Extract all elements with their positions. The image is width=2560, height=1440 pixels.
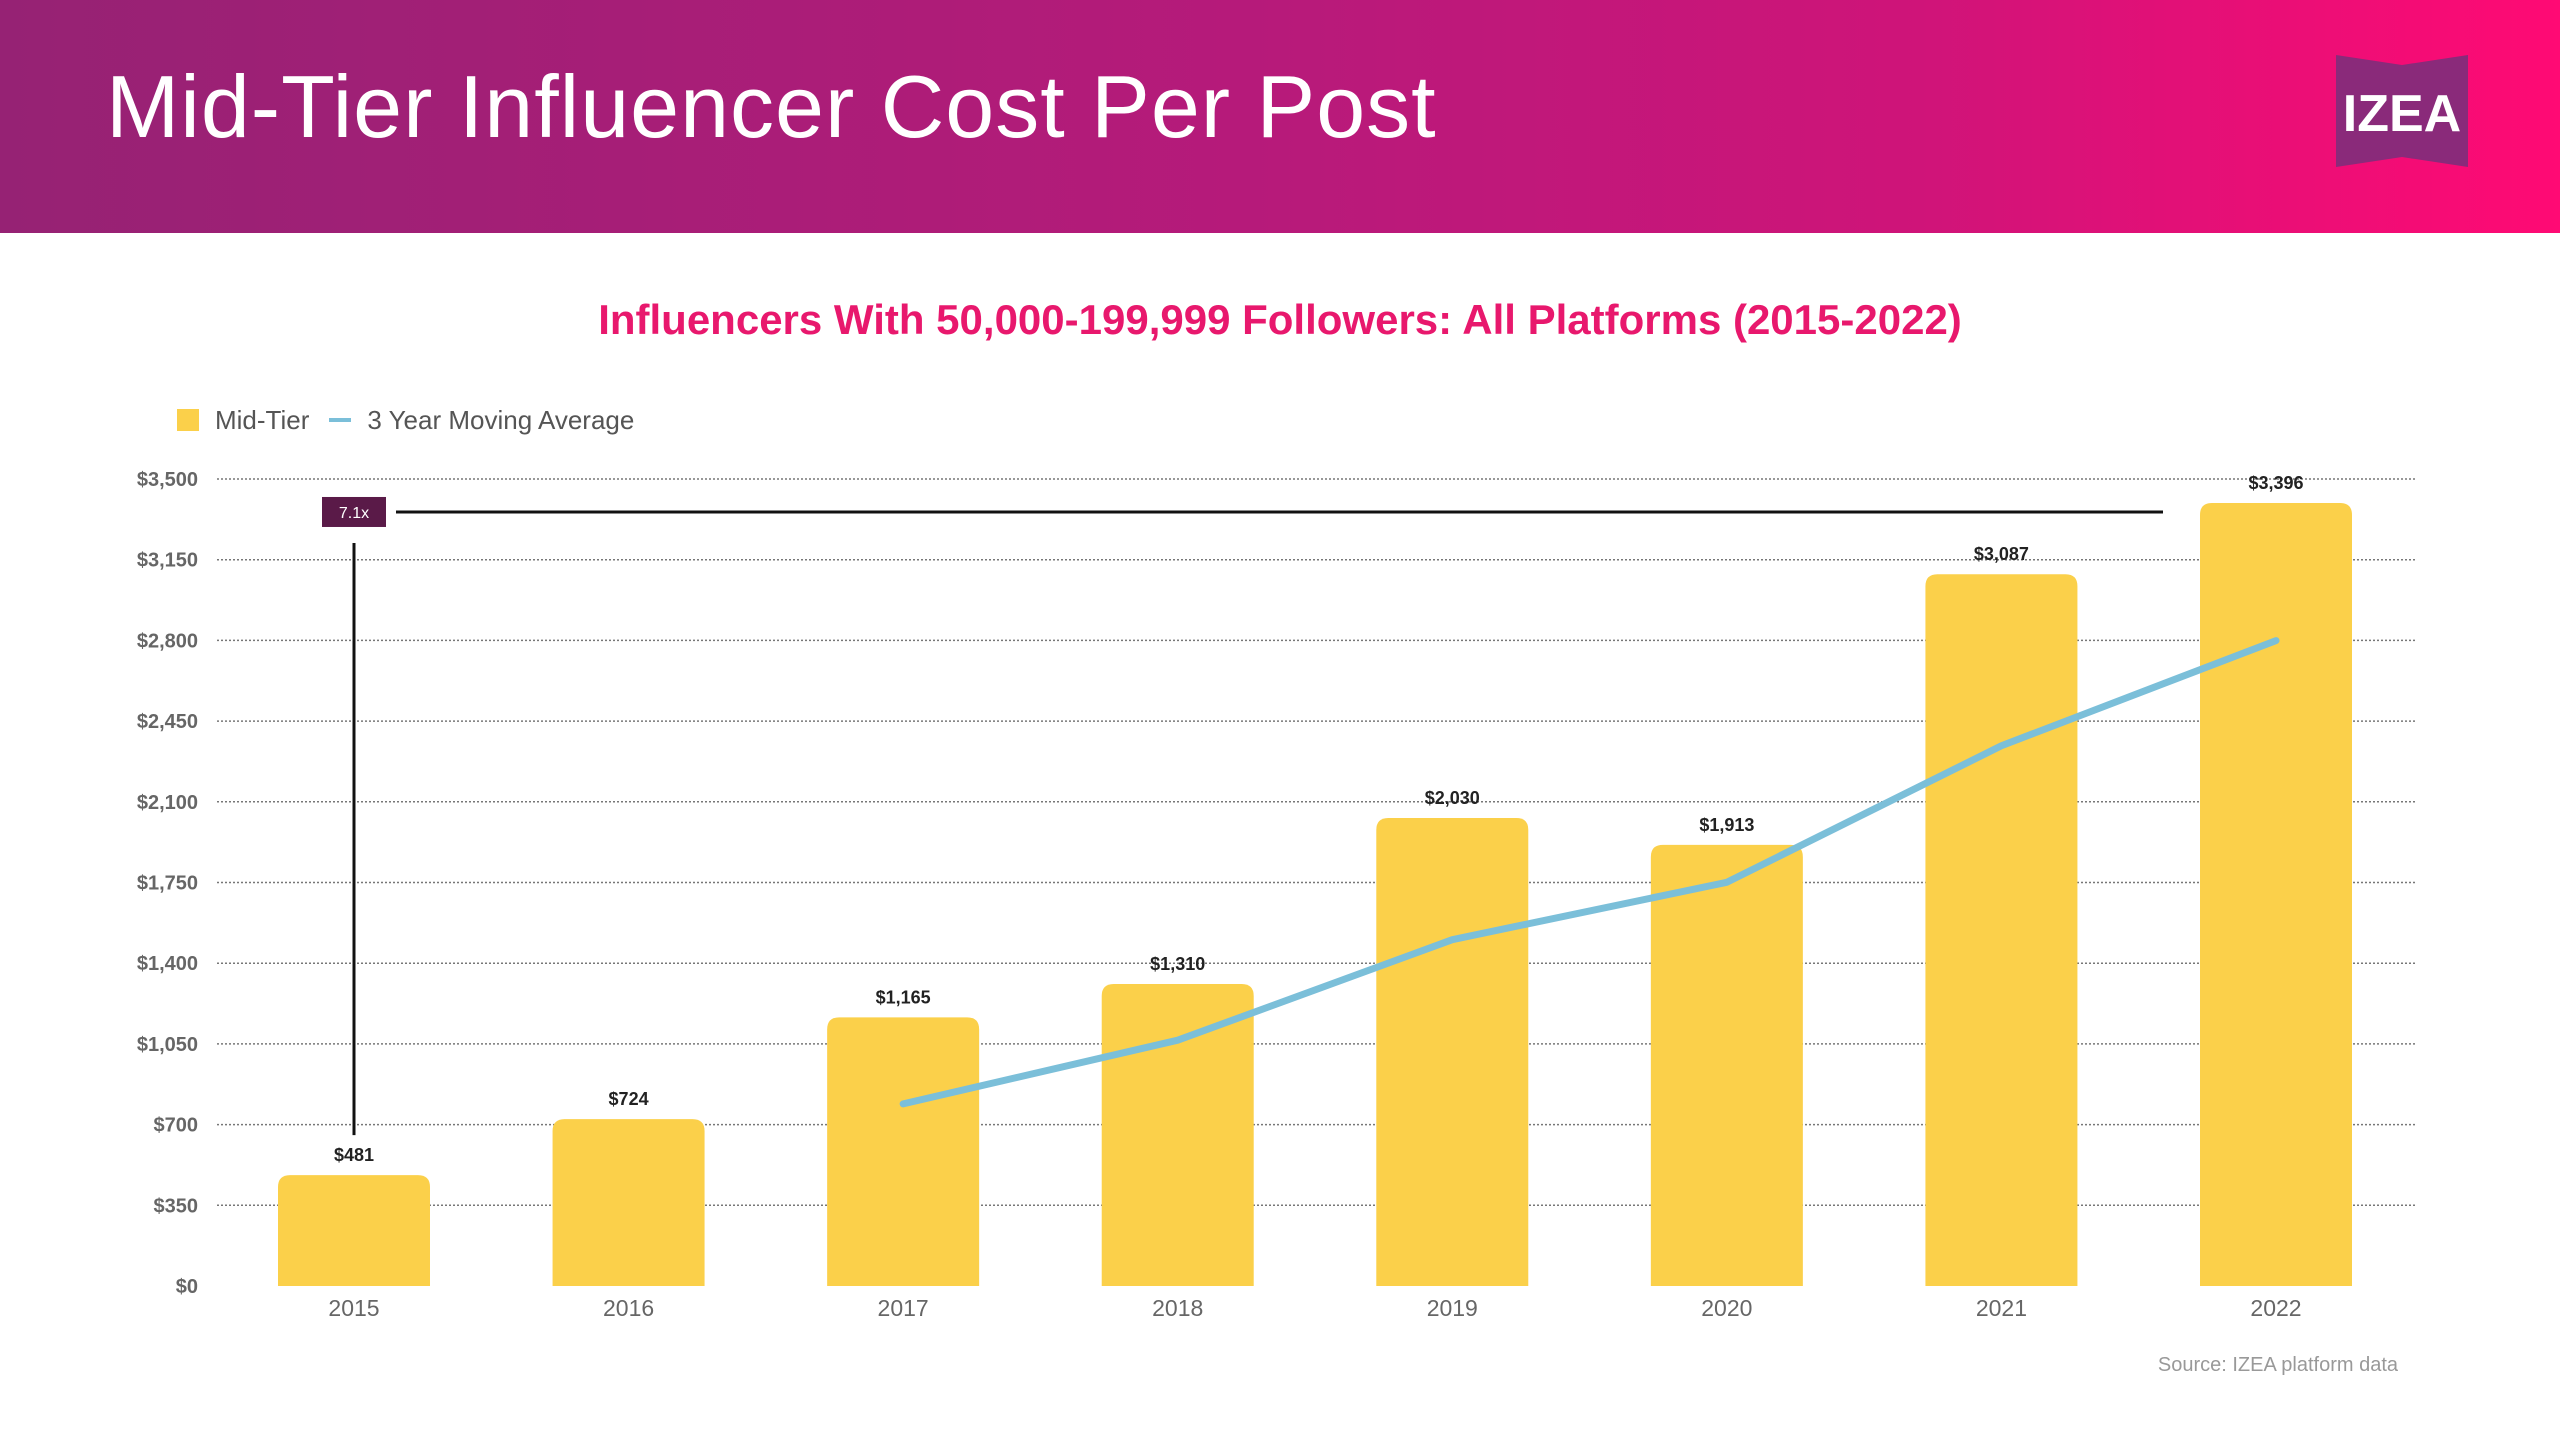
x-tick-label: 2020 (1701, 1295, 1752, 1321)
legend-line-label: 3 Year Moving Average (367, 404, 635, 435)
chart-legend: Mid-Tier 3 Year Moving Average (177, 400, 634, 440)
y-tick-label: $1,400 (137, 953, 198, 975)
y-tick-label: $1,050 (137, 1034, 198, 1056)
y-tick-label: $3,500 (137, 469, 198, 491)
header-banner: Mid-Tier Influencer Cost Per Post IZEA (0, 0, 2560, 233)
y-tick-label: $350 (154, 1195, 199, 1217)
annotation-box (322, 496, 386, 527)
bar (1650, 844, 1803, 1286)
y-tick-label: $0 (176, 1276, 198, 1298)
y-tick-label: $2,450 (137, 711, 198, 733)
annotation-label: 7.1x (339, 505, 369, 522)
data-label: $2,030 (1425, 788, 1480, 808)
x-tick-label: 2021 (1976, 1295, 2027, 1321)
x-tick-label: 2017 (878, 1295, 929, 1321)
data-label: $1,310 (1150, 954, 1205, 974)
data-label: $481 (334, 1145, 374, 1165)
legend-bar-label: Mid-Tier (215, 404, 310, 435)
data-label: $1,913 (1699, 815, 1754, 835)
y-tick-label: $2,800 (137, 630, 198, 652)
bar (552, 1119, 705, 1286)
x-tick-label: 2022 (2250, 1295, 2301, 1321)
page-title: Mid-Tier Influencer Cost Per Post (106, 57, 1437, 156)
y-tick-label: $700 (154, 1115, 199, 1137)
bar (278, 1175, 430, 1286)
x-tick-label: 2018 (1152, 1295, 1203, 1321)
data-label: $3,396 (2248, 473, 2303, 493)
y-tick-label: $3,150 (137, 550, 198, 572)
data-label: $724 (609, 1089, 649, 1109)
x-tick-label: 2015 (328, 1295, 379, 1321)
logo-text: IZEA (2343, 85, 2461, 143)
data-label: $3,087 (1974, 544, 2029, 564)
x-tick-label: 2016 (603, 1295, 654, 1321)
bar (1925, 574, 2078, 1286)
y-tick-label: $2,100 (137, 792, 198, 814)
bar (1376, 817, 1529, 1286)
izea-logo: IZEA (2336, 55, 2468, 167)
x-tick-label: 2019 (1427, 1295, 1478, 1321)
chart-title: Influencers With 50,000-199,999 Follower… (598, 296, 1962, 343)
y-tick-label: $1,750 (137, 873, 198, 895)
source-note: Source: IZEA platform data (2157, 1354, 2398, 1376)
data-label: $1,165 (876, 987, 931, 1007)
bar (1101, 983, 1254, 1286)
legend-line-swatch (329, 418, 352, 422)
moving-average-line (899, 637, 2280, 1108)
legend-bar-swatch (177, 409, 199, 431)
bar (2200, 502, 2352, 1286)
bar (827, 1017, 980, 1286)
